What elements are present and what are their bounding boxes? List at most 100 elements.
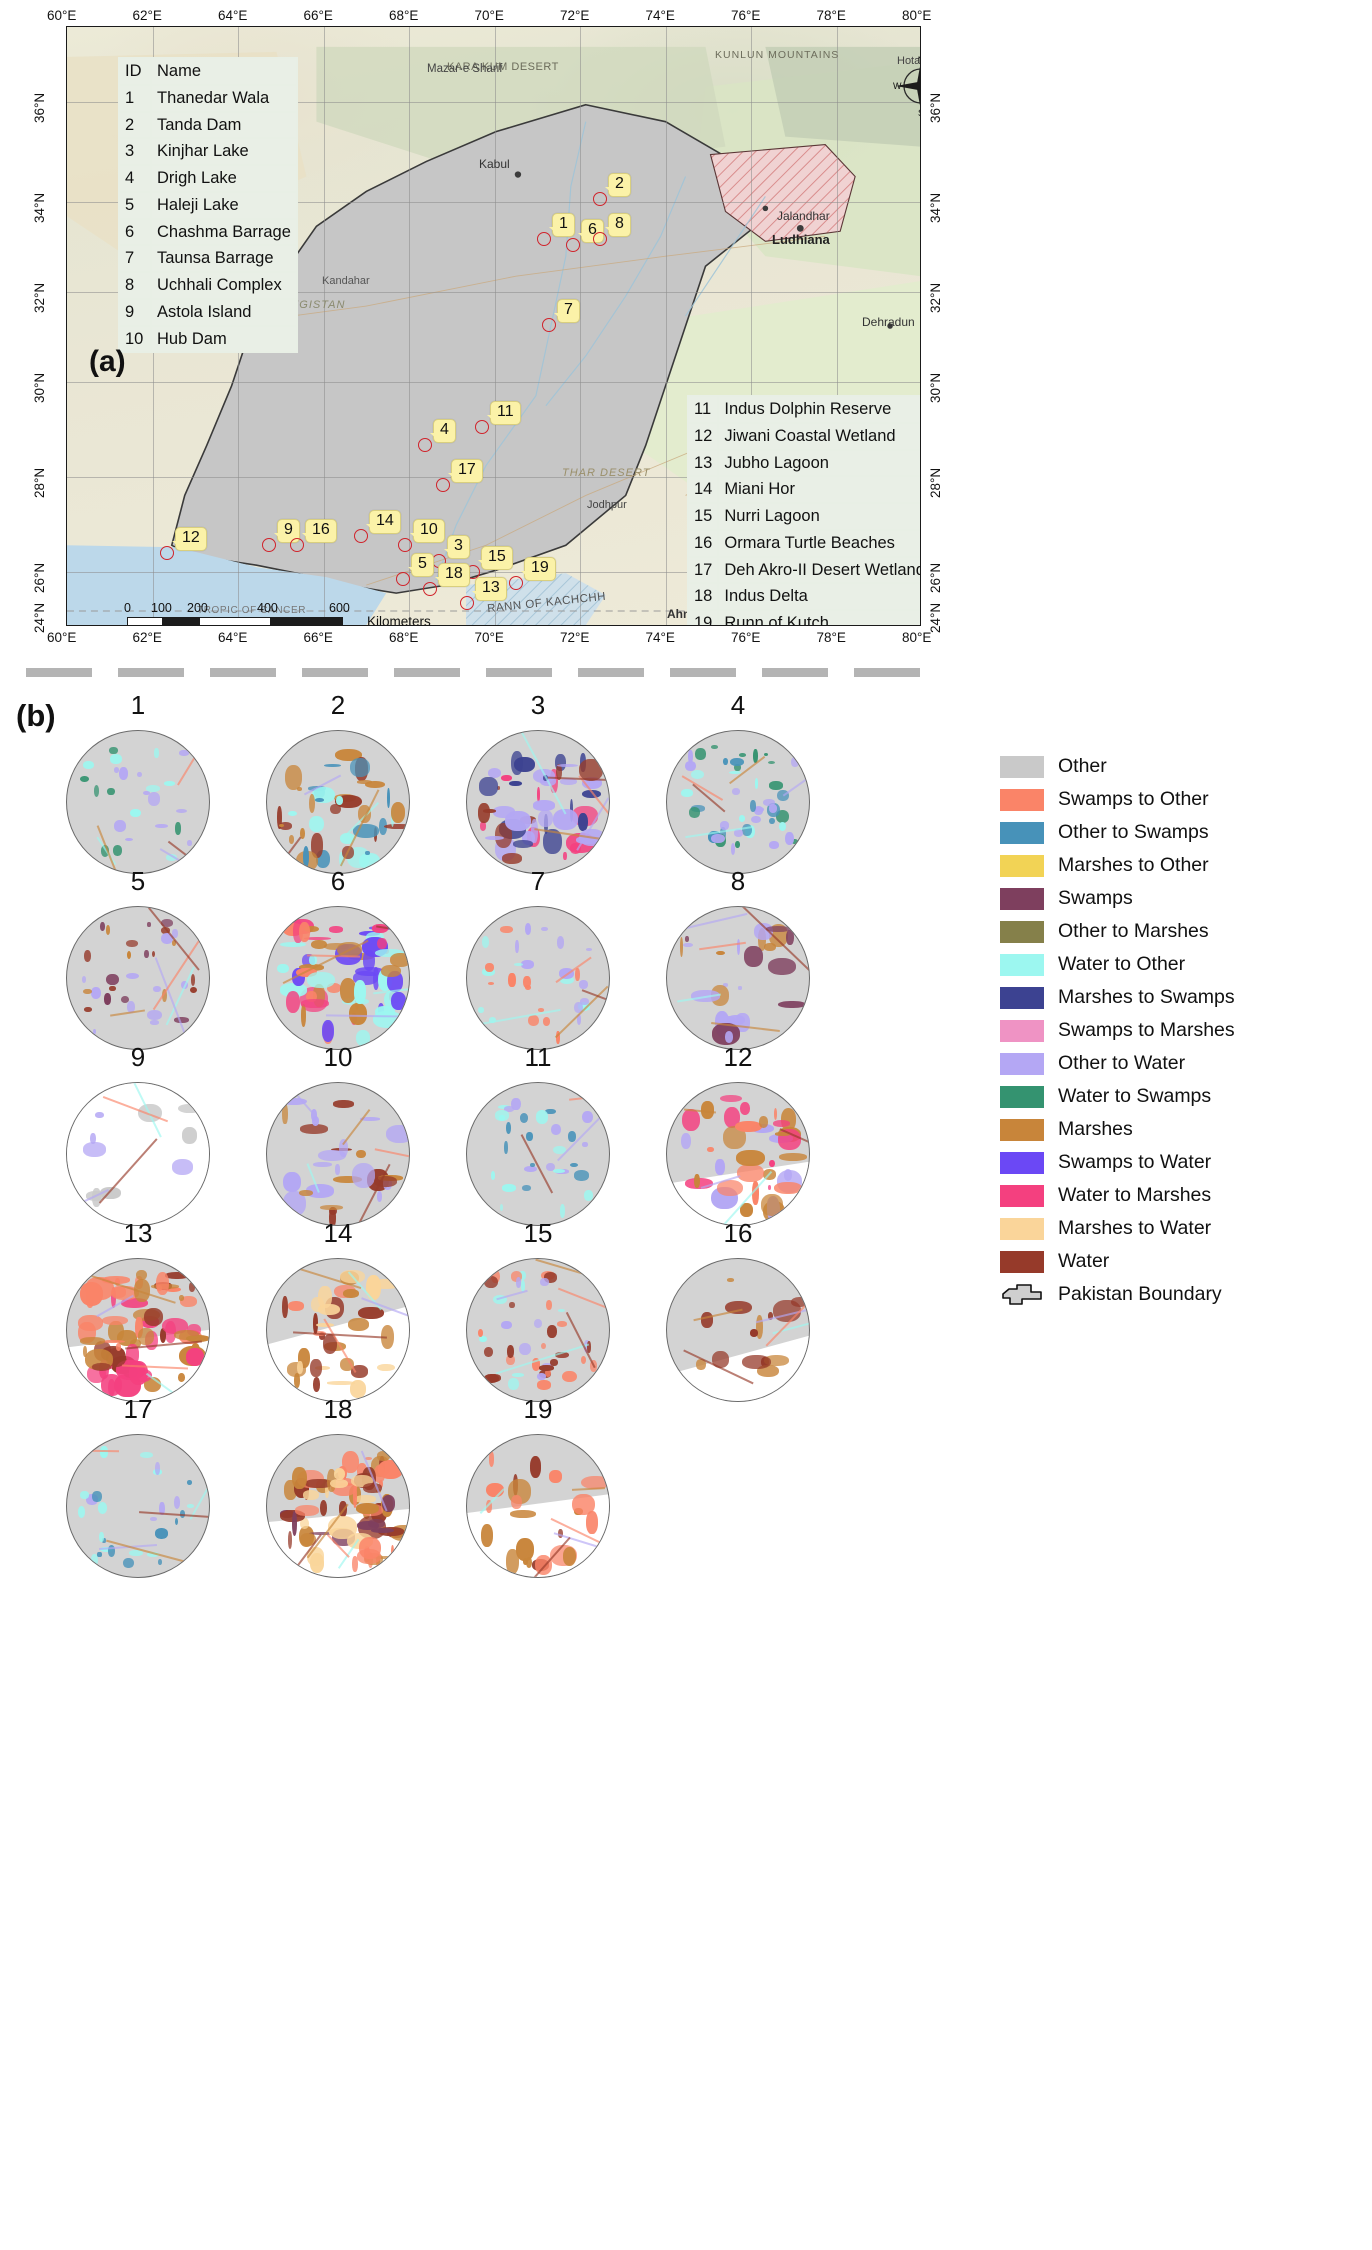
inset-feature [362,949,376,971]
legend-item[interactable]: Marshes to Swamps [1000,981,1350,1014]
inset-feature [278,823,285,828]
inset-feature [716,1180,744,1197]
marker-label: 3 [444,535,470,559]
place-label: Jodhpur [587,499,627,511]
legend-item[interactable]: Swamps to Marshes [1000,1014,1350,1047]
legend-item[interactable]: Other to Water [1000,1047,1350,1080]
inset-feature [172,929,178,938]
inset-feature [366,1274,381,1300]
inset-feature [350,1365,369,1378]
inset-disc [66,1434,210,1578]
inset-feature [299,921,311,942]
inset-feature [390,801,406,823]
inset-feature [83,988,92,995]
inset-feature [518,1342,532,1356]
inset-feature [105,925,110,935]
inset-feature [374,1464,386,1484]
marker-pin-icon [396,572,410,586]
inset-feature [312,1313,318,1335]
inset-feature [774,1132,790,1136]
inset-feature [533,1318,543,1329]
inset-feature [754,807,764,813]
inset-feature [757,928,767,952]
inset-feature [343,1289,360,1299]
inset-feature [324,763,342,768]
inset-feature [102,1538,106,1543]
inset-15: 15 [466,1218,610,1402]
site-name: Jiwani Coastal Wetland [719,423,920,449]
inset-feature [582,1141,588,1147]
legend-swatch [1000,1085,1044,1108]
inset-feature [97,1502,108,1514]
legend-item[interactable]: Swamps to Water [1000,1146,1350,1179]
inset-feature [756,1314,764,1339]
inset-caption: 11 [524,1042,552,1072]
legend-item[interactable]: Marshes to Other [1000,849,1350,882]
marker-pin-icon [436,478,450,492]
legend-item[interactable]: Other to Swamps [1000,816,1350,849]
legend-item[interactable]: Other [1000,750,1350,783]
inset-feature [769,1159,776,1168]
legend-item[interactable]: Other to Marshes [1000,915,1350,948]
inset-feature [179,1295,197,1307]
inset-feature [769,817,776,825]
place-label: KUNLUN MOUNTAINS [715,49,840,61]
inset-disc [466,1434,610,1578]
inset-feature [79,1337,106,1345]
inset-12: 12 [666,1042,810,1226]
inset-feature [288,834,295,844]
inset-feature [174,1017,189,1024]
inset-caption: 14 [323,1218,353,1248]
inset-feature [298,1348,311,1368]
inset-feature [92,1490,103,1502]
inset-caption: 12 [723,1042,753,1072]
inset-feature [499,1204,504,1212]
x-axis-tick-label: 70°E [474,630,504,645]
inset-feature [390,1544,395,1559]
inset-feature [490,1170,496,1180]
legend-label: Marshes to Other [1058,854,1209,876]
inset-feature [84,949,92,962]
legend-item[interactable]: Water to Swamps [1000,1080,1350,1113]
place-label: Kabul [479,157,510,171]
inset-feature [515,939,519,954]
inset-feature [552,1168,566,1173]
inset-feature [310,1359,322,1378]
inset-feature [764,943,777,952]
inset-feature [498,1115,505,1121]
inset-feature [163,781,176,787]
inset-feature [297,1360,303,1374]
site-name: Ormara Turtle Beaches [719,530,920,556]
inset-feature [82,761,94,770]
inset-feature [485,963,495,973]
x-axis-tick-label: 66°E [303,8,333,23]
marker-pin-icon [418,438,432,452]
inset-feature [730,842,736,856]
inset-caption: 10 [323,1042,353,1072]
legend-label: Water to Swamps [1058,1085,1212,1107]
inset-feature [143,1307,164,1326]
site-name: Haleji Lake [152,192,296,218]
inset-feature [316,1322,335,1328]
site-name: Astola Island [152,299,296,325]
legend-item[interactable]: Water to Other [1000,948,1350,981]
inset-caption: 6 [330,866,346,896]
legend-item[interactable]: Water [1000,1245,1350,1278]
legend-item[interactable]: Swamps to Other [1000,783,1350,816]
site-name: Thanedar Wala [152,85,296,111]
inset-caption: 4 [730,690,746,720]
legend-item[interactable]: Marshes [1000,1113,1350,1146]
legend-item[interactable]: Swamps [1000,882,1350,915]
inset-feature [159,1502,165,1516]
inset-feature [763,799,776,806]
marker-label: 11 [487,401,521,425]
legend-item[interactable]: Marshes to Water [1000,1212,1350,1245]
legend-item[interactable]: Water to Marshes [1000,1179,1350,1212]
inset-feature [300,1517,310,1530]
inset-feature [750,1123,775,1134]
inset-feature [719,821,729,830]
legend-item[interactable]: Pakistan Boundary [1000,1278,1350,1311]
inset-feature [355,1029,370,1047]
inset-stream [189,1446,209,1520]
inset-feature [82,1142,106,1157]
